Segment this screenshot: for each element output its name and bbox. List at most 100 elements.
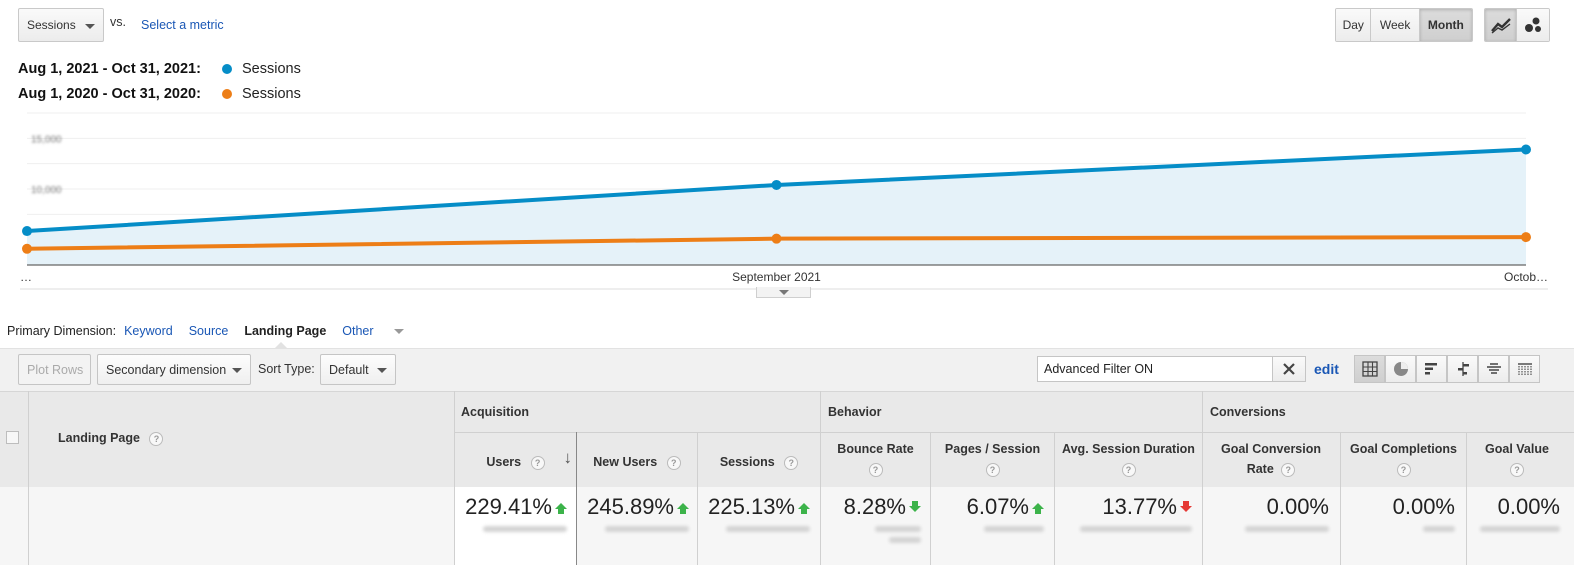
summary-users: 229.41%: [455, 494, 567, 532]
y-tick-label: 15,000: [31, 134, 62, 145]
advanced-filter-value: Advanced Filter ON: [1044, 362, 1154, 376]
comparison-detail: [605, 526, 689, 532]
dimension-other-label: Other: [342, 324, 374, 338]
divider: [930, 487, 931, 565]
summary-goal-value: 0.00%: [1467, 494, 1560, 532]
granularity-week-button[interactable]: Week: [1371, 9, 1420, 41]
legend-row-previous: Aug 1, 2020 - Oct 31, 2020: Sessions: [18, 86, 301, 102]
granularity-day-button[interactable]: Day: [1336, 9, 1372, 41]
summary-goal-value-value: 0.00%: [1497, 494, 1560, 519]
help-icon[interactable]: ?: [1281, 462, 1296, 477]
trend-up-icon: [1032, 503, 1044, 514]
granularity-toggle: Day Week Month: [1335, 8, 1473, 42]
column-goal-conversion-rate[interactable]: Goal Conversion Rate ?: [1218, 439, 1324, 479]
line-chart-icon: [1490, 18, 1511, 34]
column-goal-completions[interactable]: Goal Completions ?: [1341, 439, 1466, 479]
granularity-month-button[interactable]: Month: [1419, 9, 1472, 41]
chart-collapse-handle[interactable]: [756, 287, 811, 298]
divider: [1340, 487, 1341, 565]
motion-chart-icon: [1525, 17, 1541, 32]
divider: [820, 391, 821, 565]
help-icon[interactable]: ?: [1121, 462, 1136, 477]
pie-view-button[interactable]: [1385, 355, 1416, 383]
column-goal-completions-label: Goal Completions: [1350, 442, 1457, 456]
term-cloud-view-button[interactable]: [1478, 355, 1509, 383]
column-avg-session-duration-label: Avg. Session Duration: [1062, 442, 1195, 456]
summary-new-users: 245.89%: [577, 494, 689, 532]
summary-avg-session-duration-value: 13.77%: [1102, 494, 1177, 519]
column-pages-per-session[interactable]: Pages / Session ?: [931, 439, 1054, 479]
column-sessions[interactable]: Sessions ?: [698, 452, 820, 472]
sort-type-label: Sort Type:: [258, 362, 315, 376]
x-tick-label: Octob…: [1504, 270, 1548, 284]
summary-goal-conversion-rate-value: 0.00%: [1266, 494, 1329, 519]
trend-up-icon: [798, 503, 810, 514]
select-all-checkbox[interactable]: [6, 431, 19, 444]
data-point: [22, 226, 32, 237]
help-icon[interactable]: ?: [666, 455, 681, 470]
metric-dropdown-label: Sessions: [27, 18, 76, 32]
help-icon[interactable]: ?: [1510, 462, 1524, 477]
landing-page-header[interactable]: Landing Page ?: [58, 428, 164, 448]
divider: [1202, 391, 1203, 565]
help-icon[interactable]: ?: [149, 431, 164, 446]
divider: [28, 487, 29, 565]
summary-users-value: 229.41%: [465, 494, 552, 519]
comparison-detail: [1423, 526, 1455, 532]
divider: [1466, 487, 1467, 565]
metric-dropdown[interactable]: Sessions: [18, 8, 104, 42]
table-toolbar: [0, 348, 1574, 391]
group-behavior: Behavior: [828, 405, 882, 419]
help-icon[interactable]: ?: [985, 462, 1000, 477]
chevron-down-icon: [778, 289, 789, 295]
column-bounce-rate[interactable]: Bounce Rate ?: [821, 439, 930, 479]
line-chart-button[interactable]: [1485, 9, 1518, 41]
data-point: [771, 179, 782, 190]
advanced-filter-field[interactable]: Advanced Filter ON: [1037, 356, 1306, 382]
comparison-view-button[interactable]: [1447, 355, 1478, 383]
x-tick-label: September 2021: [732, 270, 821, 284]
x-tick-label: …: [20, 270, 32, 284]
chevron-down-icon: [377, 368, 387, 373]
chevron-down-icon: [232, 368, 242, 373]
comparison-detail: [1245, 526, 1329, 532]
column-new-users[interactable]: New Users ?: [577, 452, 697, 472]
summary-goal-completions: 0.00%: [1341, 494, 1455, 532]
help-icon[interactable]: ?: [1396, 462, 1411, 477]
plot-rows-label: Plot Rows: [27, 362, 84, 377]
dimension-keyword-link[interactable]: Keyword: [124, 324, 173, 338]
plot-rows-button[interactable]: Plot Rows: [18, 354, 91, 385]
column-users[interactable]: Users ? ↓: [455, 448, 576, 472]
pivot-view-button[interactable]: [1509, 355, 1540, 383]
data-point: [22, 243, 32, 254]
term-cloud-view-icon: [1486, 363, 1501, 374]
secondary-dimension-dropdown[interactable]: Secondary dimension: [97, 354, 251, 385]
dimension-landing-page-active[interactable]: Landing Page: [244, 324, 327, 338]
dimension-other-dropdown[interactable]: Other: [342, 324, 419, 338]
clear-filter-button[interactable]: [1272, 357, 1305, 381]
select-metric-link[interactable]: Select a metric: [141, 18, 224, 32]
column-goal-value-label: Goal Value: [1485, 442, 1549, 456]
vs-label: vs.: [110, 15, 126, 29]
landing-page-header-label: Landing Page: [58, 431, 140, 445]
column-avg-session-duration[interactable]: Avg. Session Duration ?: [1055, 439, 1202, 479]
motion-chart-button[interactable]: [1517, 9, 1549, 41]
summary-sessions-value: 225.13%: [708, 494, 795, 519]
help-icon[interactable]: ?: [530, 455, 545, 470]
performance-view-icon: [1424, 363, 1437, 375]
secondary-dimension-label: Secondary dimension: [106, 362, 227, 377]
primary-dimension-bar: Primary Dimension: Keyword Source Landin…: [7, 324, 436, 338]
help-icon[interactable]: ?: [784, 455, 799, 470]
help-icon[interactable]: ?: [868, 462, 883, 477]
column-bounce-rate-label: Bounce Rate: [837, 442, 914, 456]
sort-type-dropdown[interactable]: Default: [320, 354, 396, 385]
edit-filter-link[interactable]: edit: [1314, 361, 1339, 377]
performance-view-button[interactable]: [1416, 355, 1447, 383]
column-goal-value[interactable]: Goal Value ?: [1467, 439, 1567, 479]
trend-up-icon: [677, 503, 689, 514]
table-view-button[interactable]: [1354, 355, 1385, 383]
divider: [28, 391, 29, 565]
summary-new-users-value: 245.89%: [587, 494, 674, 519]
dimension-source-link[interactable]: Source: [188, 324, 229, 338]
sort-descending-icon[interactable]: ↓: [563, 448, 573, 467]
